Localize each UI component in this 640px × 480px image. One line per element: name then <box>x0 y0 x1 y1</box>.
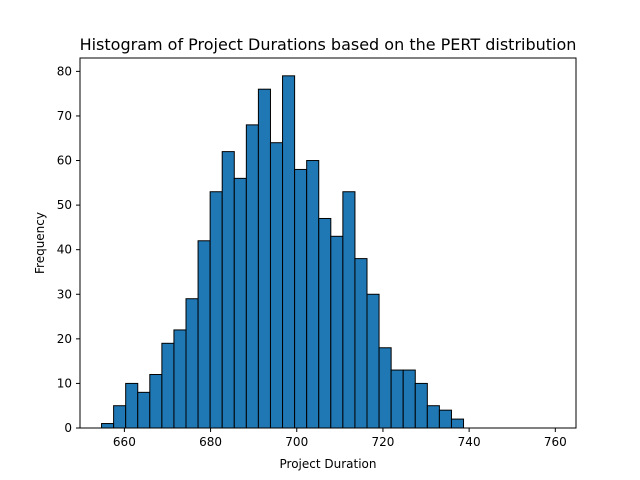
y-tick-label: 80 <box>57 64 72 78</box>
histogram-bar <box>414 382 428 429</box>
histogram-bar <box>306 160 320 429</box>
x-tick-label: 740 <box>458 435 481 449</box>
x-axis-ticks: 660 680 700 720 740 760 <box>113 428 567 449</box>
bars-group <box>101 75 465 429</box>
histogram-bar <box>342 191 356 429</box>
x-tick-label: 720 <box>371 435 394 449</box>
histogram-bar <box>426 405 440 429</box>
histogram-bar <box>354 258 368 429</box>
histogram-bar <box>149 374 163 429</box>
histogram-bar <box>269 142 284 429</box>
histogram-bar <box>101 423 115 429</box>
y-tick-label: 40 <box>57 243 72 257</box>
histogram-bar <box>113 405 127 429</box>
x-tick-label: 700 <box>285 435 308 449</box>
histogram-bar <box>402 369 416 429</box>
histogram-bar <box>390 369 404 429</box>
histogram-bar <box>330 235 344 429</box>
y-tick-label: 0 <box>64 421 72 435</box>
plot-frame <box>79 57 577 429</box>
histogram-bar <box>282 75 296 429</box>
histogram-bar <box>197 240 211 429</box>
y-axis-label: Frequency <box>33 212 47 274</box>
y-tick-label: 30 <box>57 287 72 301</box>
y-axis-ticks: 0 10 20 30 40 50 60 70 80 <box>57 64 80 435</box>
histogram-bar <box>257 88 271 429</box>
x-tick-label: 680 <box>199 435 222 449</box>
x-tick-label: 760 <box>544 435 567 449</box>
x-axis-label: Project Duration <box>280 457 377 471</box>
x-tick-label: 660 <box>113 435 136 449</box>
histogram-bar <box>173 329 187 429</box>
histogram-bar <box>318 217 332 429</box>
histogram-bar <box>209 191 223 429</box>
y-tick-label: 50 <box>57 198 72 212</box>
histogram-bar <box>161 342 175 429</box>
histogram-bar <box>378 347 392 429</box>
histogram-bar <box>137 391 151 429</box>
histogram-bar <box>450 418 465 429</box>
y-tick-label: 10 <box>57 376 72 390</box>
histogram-bar <box>233 177 247 429</box>
y-tick-label: 70 <box>57 109 72 123</box>
y-tick-label: 60 <box>57 154 72 168</box>
histogram-bar <box>438 409 452 429</box>
histogram-bar <box>294 168 308 429</box>
histogram-bar <box>366 293 380 429</box>
y-tick-label: 20 <box>57 332 72 346</box>
histogram-bar <box>221 151 235 429</box>
chart-title: Histogram of Project Durations based on … <box>80 35 577 54</box>
histogram-bar <box>125 382 139 429</box>
histogram-bar <box>185 298 199 429</box>
histogram-bar <box>245 124 259 429</box>
